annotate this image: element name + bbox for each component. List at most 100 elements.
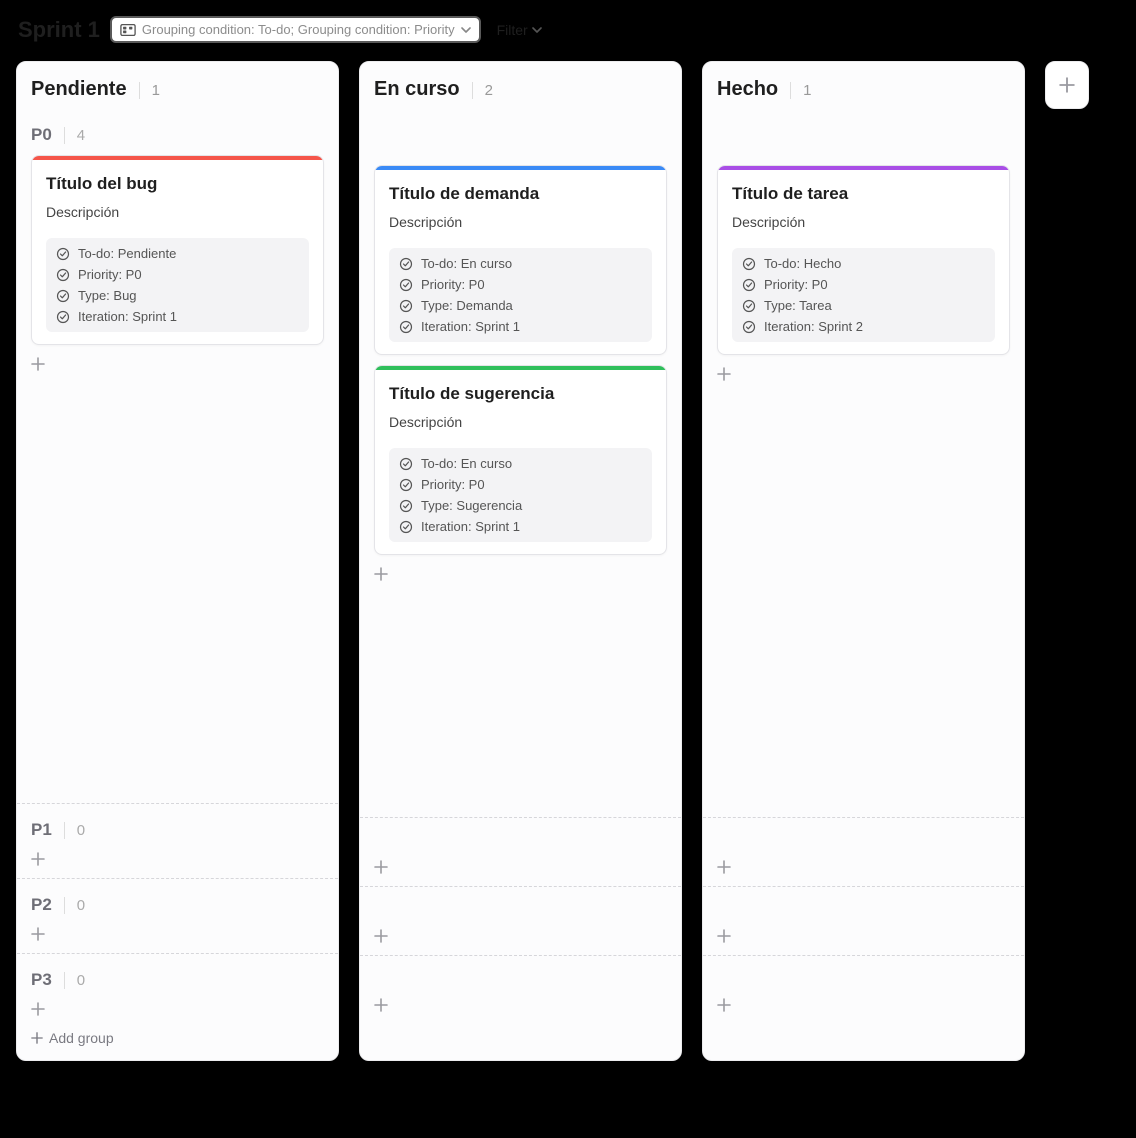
group-count: 0 [64, 972, 85, 989]
add-card-button[interactable] [374, 996, 667, 1016]
card-description: Descripción [389, 214, 652, 230]
check-icon [399, 299, 413, 313]
column-title: Pendiente [31, 78, 127, 101]
card-description: Descripción [389, 414, 652, 430]
group-header-p2: P2 0 [31, 895, 324, 915]
add-card-button[interactable] [374, 858, 667, 878]
meta-priority: Priority: P0 [78, 267, 142, 282]
meta-todo: To-do: En curso [421, 456, 512, 471]
card-meta: To-do: Hecho Priority: P0 Type: Tarea It… [732, 248, 995, 342]
add-card-button[interactable] [717, 365, 1010, 385]
meta-type: Type: Tarea [764, 298, 832, 313]
card-meta: To-do: En curso Priority: P0 Type: Suger… [389, 448, 652, 542]
check-icon [56, 289, 70, 303]
group-title: P1 [31, 820, 52, 840]
group-count: 0 [64, 822, 85, 839]
filter-button[interactable]: Filter [491, 18, 548, 42]
column-pendiente: Pendiente 1 P0 4 Título del bug Descripc… [16, 61, 339, 1061]
column-header: En curso 2 [374, 78, 667, 101]
card-bug[interactable]: Título del bug Descripción To-do: Pendie… [31, 155, 324, 345]
sprint-title: Sprint 1 [18, 17, 100, 43]
group-divider [17, 953, 338, 954]
group-title: P3 [31, 970, 52, 990]
meta-type: Type: Demanda [421, 298, 513, 313]
meta-todo: To-do: En curso [421, 256, 512, 271]
chevron-down-icon [461, 27, 471, 33]
add-group-label: Add group [49, 1030, 114, 1046]
group-divider [703, 886, 1024, 887]
meta-iteration: Iteration: Sprint 1 [421, 519, 520, 534]
add-card-button[interactable] [717, 858, 1010, 878]
card-tarea[interactable]: Título de tarea Descripción To-do: Hecho… [717, 165, 1010, 355]
check-icon [742, 320, 756, 334]
kanban-icon [120, 24, 136, 36]
card-description: Descripción [732, 214, 995, 230]
column-en-curso: En curso 2 Título de demanda Descripción… [359, 61, 682, 1061]
add-card-button[interactable] [374, 927, 667, 947]
check-icon [742, 299, 756, 313]
meta-type: Type: Bug [78, 288, 137, 303]
group-title: P0 [31, 125, 52, 145]
check-icon [399, 457, 413, 471]
meta-iteration: Iteration: Sprint 2 [764, 319, 863, 334]
add-card-button[interactable] [31, 925, 324, 945]
check-icon [742, 257, 756, 271]
card-sugerencia[interactable]: Título de sugerencia Descripción To-do: … [374, 365, 667, 555]
check-icon [399, 499, 413, 513]
meta-priority: Priority: P0 [421, 277, 485, 292]
check-icon [56, 310, 70, 324]
kanban-board: Pendiente 1 P0 4 Título del bug Descripc… [16, 61, 1120, 1061]
group-header-p1: P1 0 [31, 820, 324, 840]
grouping-condition-text: Grouping condition: To-do; Grouping cond… [142, 22, 455, 37]
card-demanda[interactable]: Título de demanda Descripción To-do: En … [374, 165, 667, 355]
group-header-p0: P0 4 [31, 125, 324, 145]
add-card-button[interactable] [374, 565, 667, 585]
check-icon [399, 320, 413, 334]
group-divider [360, 817, 681, 818]
group-header-p3: P3 0 [31, 970, 324, 990]
grouping-condition-pill[interactable]: Grouping condition: To-do; Grouping cond… [110, 16, 481, 43]
add-group-button[interactable]: Add group [31, 1030, 324, 1046]
check-icon [56, 247, 70, 261]
check-icon [399, 278, 413, 292]
column-hecho: Hecho 1 Título de tarea Descripción To-d… [702, 61, 1025, 1061]
check-icon [56, 268, 70, 282]
card-meta: To-do: Pendiente Priority: P0 Type: Bug … [46, 238, 309, 332]
add-card-button[interactable] [717, 927, 1010, 947]
card-meta: To-do: En curso Priority: P0 Type: Deman… [389, 248, 652, 342]
add-column-button[interactable] [1045, 61, 1089, 109]
group-divider [703, 817, 1024, 818]
card-title: Título del bug [46, 174, 309, 194]
add-card-button[interactable] [31, 1000, 324, 1020]
meta-priority: Priority: P0 [421, 477, 485, 492]
group-count: 4 [64, 127, 85, 144]
meta-iteration: Iteration: Sprint 1 [78, 309, 177, 324]
card-description: Descripción [46, 204, 309, 220]
group-divider [703, 955, 1024, 956]
group-count: 0 [64, 897, 85, 914]
group-divider [360, 955, 681, 956]
add-card-button[interactable] [31, 355, 324, 375]
group-divider [17, 878, 338, 879]
meta-type: Type: Sugerencia [421, 498, 522, 513]
add-card-button[interactable] [717, 996, 1010, 1016]
group-divider [360, 886, 681, 887]
toolbar: Sprint 1 Grouping condition: To-do; Grou… [16, 16, 1120, 43]
column-title: En curso [374, 78, 460, 101]
check-icon [399, 520, 413, 534]
card-title: Título de demanda [389, 184, 652, 204]
column-count: 1 [139, 82, 160, 99]
card-title: Título de tarea [732, 184, 995, 204]
check-icon [399, 478, 413, 492]
column-header: Hecho 1 [717, 78, 1010, 101]
meta-iteration: Iteration: Sprint 1 [421, 319, 520, 334]
column-count: 1 [790, 82, 811, 99]
add-card-button[interactable] [31, 850, 324, 870]
column-title: Hecho [717, 78, 778, 101]
meta-todo: To-do: Hecho [764, 256, 841, 271]
meta-todo: To-do: Pendiente [78, 246, 176, 261]
group-title: P2 [31, 895, 52, 915]
group-divider [17, 803, 338, 804]
filter-label: Filter [497, 22, 528, 38]
chevron-down-icon [532, 27, 542, 33]
